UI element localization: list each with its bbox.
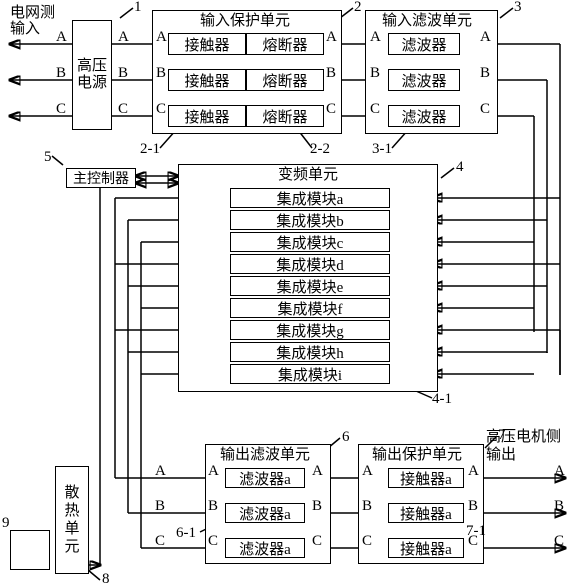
- ipu-ph-c-r: C: [326, 102, 336, 117]
- vfu-m3: 集成模块d: [230, 254, 390, 274]
- out-ph-a: A: [554, 464, 565, 479]
- callout-6: 6: [342, 430, 350, 445]
- bus-ph-b: B: [155, 499, 165, 514]
- hv-power-title: 高压电源: [77, 58, 107, 93]
- ipu-ph-c-l: C: [156, 102, 166, 117]
- ipu-ph-b-r: B: [326, 66, 336, 81]
- opu-ph-c-l: C: [362, 534, 372, 549]
- block-9: [10, 530, 50, 570]
- vfu-m6: 集成模块g: [230, 320, 390, 340]
- callout-4: 4: [456, 160, 464, 175]
- ipu-ph-a-r: A: [326, 30, 337, 45]
- hv-power-block: 高压电源: [72, 20, 112, 130]
- ofu-ph-a-l: A: [208, 464, 219, 479]
- cooling-unit: 散热单元: [55, 466, 89, 574]
- grid-in-label-1: 电网测: [10, 6, 55, 21]
- callout-1: 1: [134, 0, 142, 15]
- ifu-ph-c-l: C: [370, 102, 380, 117]
- opu-r1: 接触器a: [388, 503, 464, 523]
- callout-5: 5: [44, 150, 52, 165]
- ifu-ph-b-l: B: [370, 66, 380, 81]
- ipu-title: 输入保护单元: [200, 14, 290, 29]
- cooling-title: 散热单元: [64, 484, 79, 556]
- ipu-r1-c2: 熔断器: [246, 69, 324, 91]
- ofu-ph-c-r: C: [312, 534, 322, 549]
- ofu-r0: 滤波器a: [225, 468, 305, 488]
- callout-3: 3: [514, 0, 522, 15]
- opu-r2: 接触器a: [388, 538, 464, 558]
- opu-ph-b-r: B: [468, 499, 478, 514]
- ofu-title: 输出滤波单元: [220, 448, 310, 463]
- ipu-r0-c2: 熔断器: [246, 33, 324, 55]
- ofu-ph-a-r: A: [312, 464, 323, 479]
- callout-9: 9: [2, 516, 10, 531]
- motor-out-label-2: 输出: [486, 448, 516, 463]
- opu-ph-a-r: A: [468, 464, 479, 479]
- hv-out-a: A: [118, 30, 129, 45]
- hv-out-b: B: [118, 66, 128, 81]
- opu-ph-a-l: A: [362, 464, 373, 479]
- main-controller: 主控制器: [66, 168, 136, 188]
- ofu-ph-b-r: B: [312, 499, 322, 514]
- vfu-m5: 集成模块f: [230, 298, 390, 318]
- diagram-stage: 1 2 3 4 5 6 7 8 电网测 输入 A B C 高压电源 A B C …: [0, 0, 579, 588]
- ofu-ph-c-l: C: [208, 534, 218, 549]
- vfu-m2: 集成模块c: [230, 232, 390, 252]
- ipu-sub1: 2-1: [140, 142, 160, 157]
- ipu-ph-a-l: A: [156, 30, 167, 45]
- ipu-r0-c1: 接触器: [168, 33, 246, 55]
- motor-out-label-1: 高压电机侧: [486, 430, 561, 445]
- ifu-ph-a-r: A: [480, 30, 491, 45]
- callout-2: 2: [354, 0, 362, 15]
- hv-in-phase-b: B: [56, 66, 66, 81]
- vfu-m1: 集成模块b: [230, 210, 390, 230]
- vfu-m7: 集成模块h: [230, 342, 390, 362]
- out-ph-b: B: [554, 499, 564, 514]
- ipu-sub2: 2-2: [310, 142, 330, 157]
- ipu-r1-c1: 接触器: [168, 69, 246, 91]
- ofu-ph-b-l: B: [208, 499, 218, 514]
- out-ph-c: C: [554, 534, 564, 549]
- ifu-sub: 3-1: [372, 142, 392, 157]
- ifu-title: 输入滤波单元: [382, 14, 472, 29]
- vfu-title: 变频单元: [278, 168, 338, 183]
- ofu-r1: 滤波器a: [225, 503, 305, 523]
- ifu-r1: 滤波器: [388, 69, 460, 91]
- ifu-ph-a-l: A: [370, 30, 381, 45]
- vfu-sub: 4-1: [432, 392, 452, 407]
- ofu-sub: 6-1: [176, 526, 196, 541]
- ifu-r0: 滤波器: [388, 33, 460, 55]
- ipu-r2-c2: 熔断器: [246, 105, 324, 127]
- vfu-m4: 集成模块e: [230, 276, 390, 296]
- hv-out-c: C: [118, 102, 128, 117]
- opu-title: 输出保护单元: [372, 448, 462, 463]
- ifu-ph-c-r: C: [480, 102, 490, 117]
- grid-in-label-2: 输入: [10, 22, 40, 37]
- ifu-r2: 滤波器: [388, 105, 460, 127]
- ofu-r2: 滤波器a: [225, 538, 305, 558]
- callout-8: 8: [102, 572, 110, 587]
- bus-ph-c: C: [155, 534, 165, 549]
- bus-ph-a: A: [155, 464, 166, 479]
- hv-in-phase-c: C: [56, 102, 66, 117]
- opu-r0: 接触器a: [388, 468, 464, 488]
- ipu-r2-c1: 接触器: [168, 105, 246, 127]
- opu-ph-b-l: B: [362, 499, 372, 514]
- opu-sub: 7-1: [466, 524, 486, 539]
- ipu-ph-b-l: B: [156, 66, 166, 81]
- ifu-ph-b-r: B: [480, 66, 490, 81]
- hv-in-phase-a: A: [56, 30, 67, 45]
- vfu-m8: 集成模块i: [230, 364, 390, 384]
- vfu-m0: 集成模块a: [230, 188, 390, 208]
